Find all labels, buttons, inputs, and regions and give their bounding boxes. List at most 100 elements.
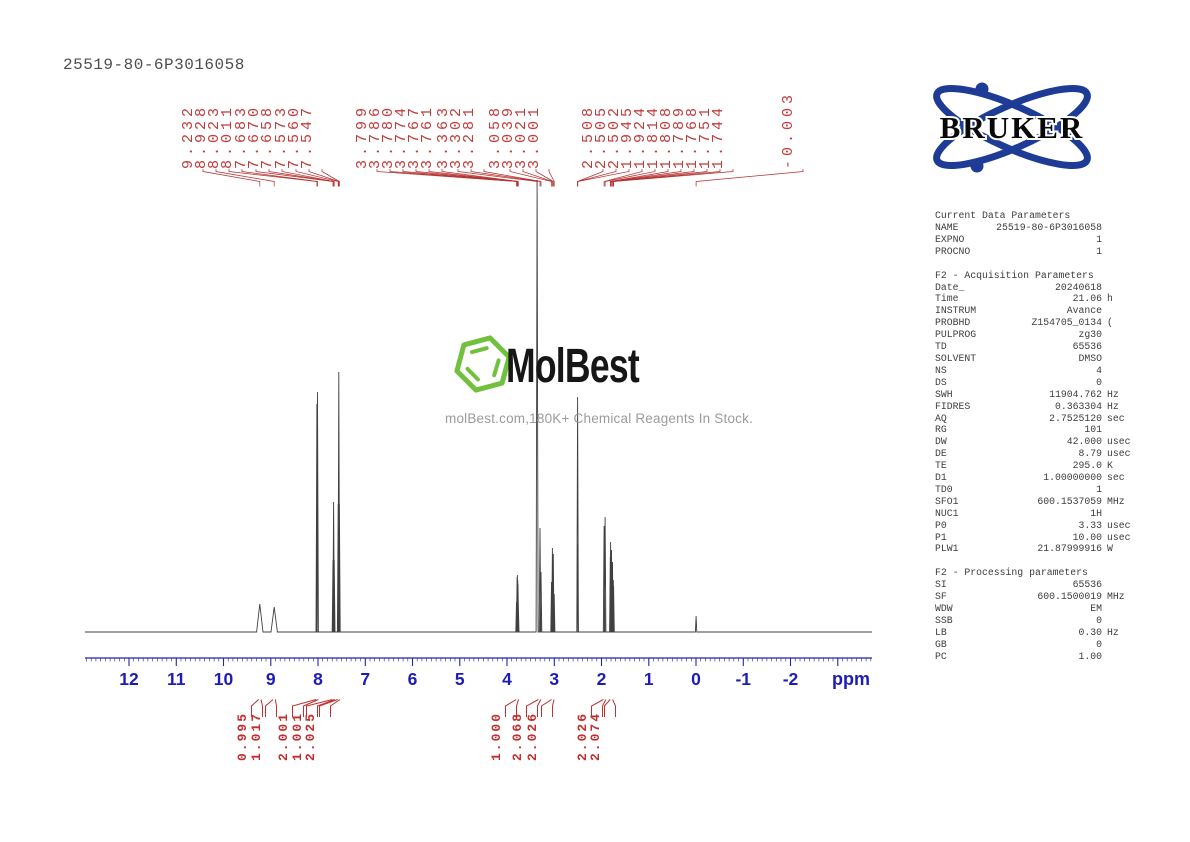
peak-shift-label: 7.547 bbox=[299, 103, 316, 169]
integral-value-label: 1.000 bbox=[489, 711, 504, 761]
parameter-name: P0 bbox=[935, 519, 947, 531]
parameter-value: 295.0 bbox=[1072, 460, 1102, 472]
parameter-unit: ( bbox=[1107, 317, 1113, 329]
parameter-name: SWH bbox=[935, 388, 953, 400]
parameter-unit bbox=[1102, 508, 1141, 520]
ppm-axis-ruler bbox=[85, 657, 872, 666]
peak-leader-line bbox=[281, 169, 335, 187]
axis-tick-number: -2 bbox=[782, 669, 799, 689]
parameter-row: PLW1 21.87999916 W bbox=[935, 543, 1141, 555]
parameter-value: 25519-80-6P3016058 bbox=[996, 221, 1102, 233]
parameter-name: SI bbox=[935, 579, 947, 591]
parameter-name: NAME bbox=[935, 221, 959, 233]
integral-value-label: 2.001 bbox=[276, 711, 291, 761]
parameter-unit bbox=[1102, 365, 1141, 377]
parameter-section: F2 - Acquisition Parameters Date_ 20240618… bbox=[935, 270, 1141, 556]
parameter-unit bbox=[1102, 579, 1141, 591]
parameter-row: Time 21.06 h bbox=[935, 293, 1141, 305]
parameter-value: 1 bbox=[1096, 483, 1102, 495]
peak-leader-line bbox=[483, 169, 542, 187]
parameter-row: RG 101 bbox=[935, 424, 1141, 436]
parameter-value: 11904.762 bbox=[1049, 388, 1102, 400]
parameter-name: PULPROG bbox=[935, 329, 977, 341]
integral-value-label: 2.026 bbox=[525, 711, 540, 761]
parameter-value: 1H bbox=[1090, 507, 1102, 519]
integral-bracket bbox=[251, 699, 263, 717]
axis-tick-number: 9 bbox=[265, 669, 276, 689]
parameter-value: 1.00 bbox=[1078, 650, 1102, 662]
parameter-row: NAME 25519-80-6P3016058 bbox=[935, 222, 1141, 234]
peak-leader-line bbox=[215, 169, 275, 187]
parameter-row: PROCNO 1 bbox=[935, 246, 1141, 258]
parameter-name: DE bbox=[935, 448, 947, 460]
parameter-row: Date_ 20240618 bbox=[935, 282, 1141, 294]
parameter-value: 600.1537059 bbox=[1037, 495, 1102, 507]
axis-tick-number: 5 bbox=[454, 669, 465, 689]
parameter-name: TE bbox=[935, 460, 947, 472]
peak-leader-line bbox=[202, 169, 261, 187]
peak-leader-line bbox=[610, 169, 682, 187]
peak-leader-line bbox=[376, 169, 517, 187]
parameter-value: EM bbox=[1090, 603, 1102, 615]
parameter-unit bbox=[1102, 424, 1141, 436]
axis-tick-number: 1 bbox=[643, 669, 654, 689]
parameter-name: D1 bbox=[935, 472, 947, 484]
parameter-name: INSTRUM bbox=[935, 305, 977, 317]
parameter-value: 21.87999916 bbox=[1037, 543, 1102, 555]
peak-leader-line bbox=[604, 169, 656, 187]
axis-tick-number: -1 bbox=[735, 669, 752, 689]
parameter-value: Avance bbox=[1066, 305, 1102, 317]
parameter-row: PC 1.00 bbox=[935, 651, 1141, 663]
parameter-unit: Hz bbox=[1107, 400, 1119, 412]
parameter-row: GB 0 bbox=[935, 639, 1141, 651]
parameter-name: GB bbox=[935, 638, 947, 650]
parameter-unit bbox=[1102, 651, 1141, 663]
parameter-name: DW bbox=[935, 436, 947, 448]
parameter-name: LB bbox=[935, 626, 947, 638]
molbest-tagline: molBest.com,180K+ Chemical Reagents In S… bbox=[445, 411, 754, 426]
peak-leader-line bbox=[441, 169, 519, 187]
axis-tick-number: 10 bbox=[213, 669, 234, 689]
parameter-value: 0 bbox=[1096, 376, 1102, 388]
parameter-section-header: Current Data Parameters bbox=[935, 210, 1071, 221]
axis-tick-number: 11 bbox=[167, 669, 186, 689]
parameter-value: 65536 bbox=[1072, 579, 1102, 591]
parameter-unit: usec bbox=[1107, 436, 1131, 448]
parameter-row: EXPNO 1 bbox=[935, 234, 1141, 246]
parameter-unit bbox=[1102, 353, 1141, 365]
parameters-panel: Current Data Parameters NAME 25519-80-6P30… bbox=[935, 210, 1141, 663]
nmr-trace bbox=[85, 179, 872, 633]
parameter-unit: MHz bbox=[1107, 495, 1125, 507]
peak-leader-line bbox=[321, 169, 340, 187]
parameter-unit bbox=[1102, 329, 1141, 341]
parameter-row: NUC1 1H bbox=[935, 508, 1141, 520]
bruker-swoosh-icon bbox=[933, 82, 1091, 173]
axis-tick-number: 8 bbox=[313, 669, 323, 689]
molbest-brand-text: MolBest bbox=[506, 340, 640, 393]
parameter-row: DS 0 bbox=[935, 377, 1141, 389]
axis-unit-label: ppm bbox=[832, 669, 870, 689]
parameter-name: SOLVENT bbox=[935, 352, 977, 364]
parameter-row: SWH 11904.762 Hz bbox=[935, 389, 1141, 401]
spectrum-trace bbox=[85, 179, 872, 633]
parameter-name: EXPNO bbox=[935, 233, 965, 245]
parameter-value: 1 bbox=[1096, 245, 1102, 257]
peak-shift-label: 3.281 bbox=[461, 103, 478, 169]
parameter-row: PROBHD Z154705_0134 ( bbox=[935, 317, 1141, 329]
parameter-unit: usec bbox=[1107, 448, 1131, 460]
parameter-row: D1 1.00000000 sec bbox=[935, 472, 1141, 484]
peak-leader-line bbox=[548, 169, 555, 187]
axis-tick-number: 7 bbox=[360, 669, 371, 689]
parameter-name: PROBHD bbox=[935, 317, 971, 329]
peak-leader-line bbox=[308, 169, 340, 187]
integral-bracket bbox=[292, 699, 319, 717]
peak-leader-line bbox=[389, 169, 518, 187]
parameter-row: DW 42.000 usec bbox=[935, 436, 1141, 448]
parameter-row: SF 600.1500019 MHz bbox=[935, 591, 1141, 603]
parameter-row: TE 295.0 K bbox=[935, 460, 1141, 472]
parameter-name: SSB bbox=[935, 615, 953, 626]
parameter-unit bbox=[1102, 377, 1141, 389]
peak-leader-line bbox=[577, 169, 604, 187]
peak-leader-line bbox=[470, 169, 541, 187]
